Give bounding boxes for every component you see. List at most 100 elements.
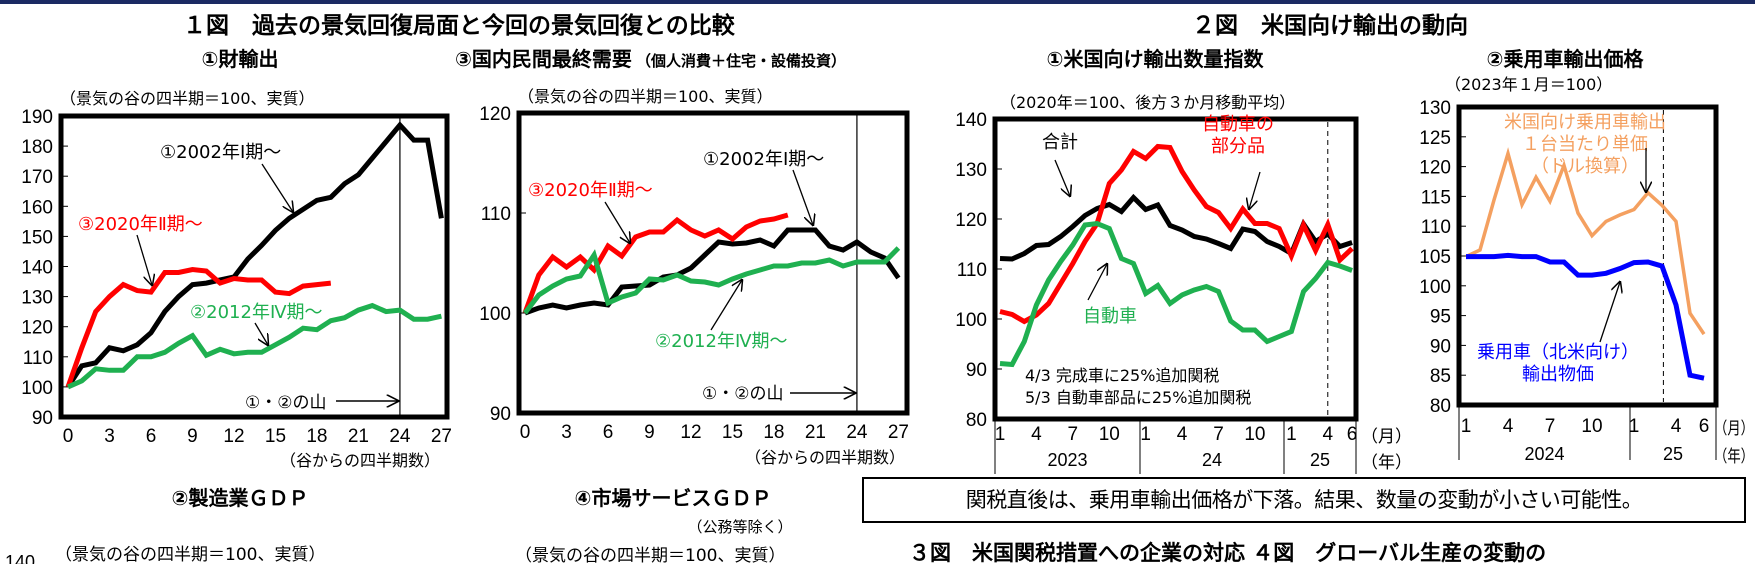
y-tick-label: 90 [1430, 336, 1451, 357]
series-line-1 [1465, 147, 1706, 336]
y-tick-label: 120 [21, 318, 53, 339]
summary-callout: 関税直後は、乗用車輸出価格が下落。結果、数量の変動が小さい可能性。 [862, 477, 1746, 523]
x-tick-label: 15 [722, 422, 743, 443]
y-tick-label: 90 [966, 360, 987, 381]
peak-label: ①・②の山 [245, 393, 326, 413]
label-arrow [792, 169, 813, 225]
label-arrow [136, 234, 152, 285]
y-tick-label: 120 [955, 210, 987, 231]
series-label: ①2002年Ⅰ期～ [703, 149, 824, 170]
label-arrow [604, 201, 630, 243]
label-arrow [1599, 282, 1620, 343]
x-tick-label: 4 [1322, 424, 1333, 445]
panel4-subtitle: （公務等除く） [687, 518, 792, 536]
series-label-line: 乗用車（北米向け） [1477, 342, 1639, 363]
label-arrow [710, 280, 742, 331]
series-label: ②2012年Ⅳ期～ [655, 331, 788, 352]
chart-title-text: ②乗用車輸出価格 [1487, 47, 1645, 71]
series-line-2 [999, 143, 1354, 325]
y-tick-label: 140 [21, 258, 53, 279]
y-tick-label: 110 [481, 204, 511, 225]
x-tick-label: 6 [1699, 416, 1710, 437]
chart-4: ②乗用車輸出価格（2023年１月＝100）1301251201151101051… [1419, 47, 1754, 467]
x-tick-label: 4 [1503, 416, 1514, 437]
x-tick-label: 18 [763, 422, 784, 443]
month-unit-label: （月） [1714, 419, 1754, 439]
x-tick-label: 4 [1031, 424, 1042, 445]
year-label: 25 [1663, 444, 1683, 464]
x-tick-label: 27 [431, 426, 452, 447]
x-tick-label: 1 [995, 424, 1006, 445]
y-tick-label: 110 [23, 348, 53, 369]
x-tick-label: 3 [104, 426, 115, 447]
y-tick-label: 130 [955, 160, 987, 181]
chart-title: ②乗用車輸出価格 [1487, 47, 1645, 71]
series-label: 自動車の部分品 [1202, 114, 1274, 157]
y-tick-label: 90 [490, 404, 511, 425]
unit-note: （2020年＝100、後方３か月移動平均） [1000, 93, 1295, 112]
series-label-line: 部分品 [1211, 136, 1265, 157]
x-tick-label: 24 [389, 426, 411, 447]
series-label: 自動車 [1083, 306, 1137, 327]
series-line-3 [67, 302, 442, 390]
year-label: 2023 [1047, 450, 1087, 470]
series-line-2 [1466, 252, 1705, 381]
month-unit-label: （月） [1361, 427, 1412, 447]
x-tick-label: 6 [1347, 424, 1358, 445]
y-tick-label: 80 [966, 410, 987, 431]
x-tick-label: 10 [1099, 424, 1120, 445]
y-tick-label: 120 [479, 104, 511, 125]
y-tick-label: 110 [957, 260, 987, 281]
y-tick-label: 190 [21, 107, 53, 128]
x-axis-label: （谷からの四半期数） [745, 448, 905, 467]
unit-note: （景気の谷の四半期＝100、実質） [518, 87, 773, 106]
x-tick-label: 12 [223, 426, 244, 447]
x-tick-label: 9 [187, 426, 198, 447]
series-line-1 [65, 121, 444, 389]
x-tick-label: 1 [1286, 424, 1297, 445]
chart-subtitle: （個人消費＋住宅・設備投資） [636, 52, 846, 70]
series-label-line: １台当たり単価 [1522, 134, 1648, 155]
label-arrow [1249, 171, 1261, 209]
chart-2: ③国内民間最終需要 （個人消費＋住宅・設備投資） （景気の谷の四半期＝100、実質）… [455, 47, 910, 467]
x-tick-label: 9 [644, 422, 655, 443]
panel2-unit-note: （景気の谷の四半期＝100、実質） [55, 545, 325, 564]
x-tick-label: 0 [520, 422, 531, 443]
x-tick-label: 7 [1545, 416, 1556, 437]
x-axis-label: （谷からの四半期数） [280, 451, 440, 470]
tariff-note: 4/3 完成車に25%追加関税 [1025, 366, 1219, 385]
y-tick-label: 105 [1419, 247, 1451, 268]
x-tick-label: 0 [63, 426, 74, 447]
year-unit-label: （年） [1714, 447, 1754, 467]
x-tick-label: 24 [846, 422, 868, 443]
series-label-line: 米国向け乗用車輸出 [1504, 112, 1666, 133]
y-tick-label: 160 [21, 197, 53, 218]
x-tick-label: 4 [1671, 416, 1682, 437]
x-tick-label: 6 [603, 422, 614, 443]
y-tick-label: 115 [1421, 187, 1451, 208]
x-tick-label: 1 [1461, 416, 1472, 437]
chart-1: ①財輸出（景気の谷の四半期＝100、実質）1901801701601501401… [21, 47, 452, 470]
y-tick-label: 120 [1419, 158, 1451, 179]
series-line-1 [524, 227, 901, 316]
y-tick-label: 110 [1421, 217, 1451, 238]
series-line-2 [65, 266, 332, 388]
x-tick-label: 27 [888, 422, 909, 443]
chart-title: ①米国向け輸出数量指数 [1047, 47, 1265, 71]
figure3-4-titles: ３図 米国関税措置への企業の対応 ４図 グローバル生産の変動の [909, 541, 1546, 564]
series-label: ①2002年Ⅰ期～ [160, 142, 281, 163]
label-arrow [1054, 159, 1070, 196]
series-line-3 [999, 220, 1353, 368]
series-label: ②2012年Ⅳ期～ [190, 302, 323, 323]
y-tick-label: 170 [21, 167, 53, 188]
x-tick-label: 6 [146, 426, 157, 447]
y-tick-label: 130 [1419, 98, 1451, 119]
unit-note: （景気の谷の四半期＝100、実質） [60, 89, 315, 108]
year-unit-label: （年） [1361, 453, 1412, 473]
tariff-note: 5/3 自動車部品に25%追加関税 [1025, 388, 1251, 407]
y-tick-label: 95 [1430, 307, 1451, 328]
series-label: 乗用車（北米向け）輸出物価 [1477, 342, 1639, 385]
chart-title: ③国内民間最終需要 （個人消費＋住宅・設備投資） [455, 47, 846, 71]
series-label: ③2020年Ⅱ期～ [528, 180, 653, 201]
